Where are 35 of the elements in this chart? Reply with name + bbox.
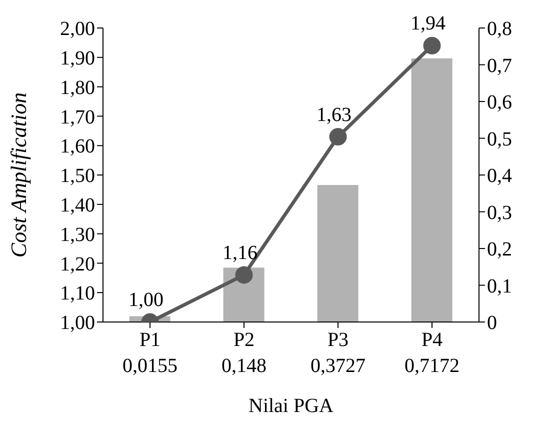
y-tick-label: 1,50 [60, 165, 95, 188]
y-tick-label: 1,00 [60, 312, 95, 334]
point [423, 36, 441, 54]
bar [411, 58, 452, 322]
y-tick-label: 1,40 [60, 194, 95, 216]
y-tick-label: 1,90 [60, 48, 95, 70]
data-label: 1,16 [222, 242, 258, 264]
y2-tick-label: 0,6 [487, 92, 512, 114]
y2-tick-label: 0,7 [487, 54, 512, 77]
y-tick-label: 1,10 [60, 282, 95, 305]
y-tick-label: 1,20 [60, 253, 95, 276]
x-tick-label: P3 0,3727 [310, 329, 366, 377]
y2-tick-label: 0,4 [487, 165, 512, 188]
y2-tick-label: 0,3 [487, 202, 512, 224]
y-tick-label: 2,00 [60, 18, 95, 40]
y2-tick-label: 0,8 [487, 18, 512, 40]
point [329, 128, 347, 146]
data-label: 1,63 [316, 104, 352, 126]
y-tick-label: 1,60 [60, 136, 95, 158]
data-label: 1,00 [128, 289, 164, 311]
y-tick-label: 1,30 [60, 224, 95, 246]
bar [317, 185, 358, 322]
x-tick-label: P4 0,7172 [404, 329, 460, 377]
y-tick-label: 1,80 [60, 76, 95, 99]
point [235, 266, 253, 284]
x-axis-title: Nilai PGA [248, 395, 334, 417]
y2-tick-label: 0 [487, 312, 497, 334]
data-label: 1,94 [410, 12, 446, 35]
x-tick-label: P1 0,0155 [122, 329, 178, 377]
y2-tick-label: 0,2 [487, 238, 512, 261]
y-axis-title: Cost Amplification [6, 92, 31, 258]
y-tick-label: 1,70 [60, 106, 95, 128]
y2-tick-label: 0,1 [487, 275, 512, 298]
x-tick-label: P2 0,148 [222, 329, 266, 377]
y2-tick-label: 0,5 [487, 128, 512, 150]
